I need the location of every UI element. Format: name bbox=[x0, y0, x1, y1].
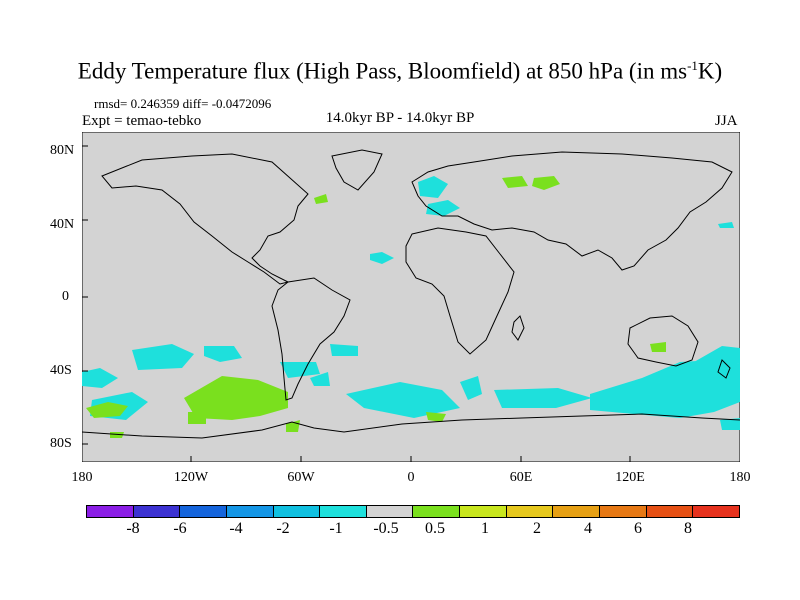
colorbar-label: -6 bbox=[173, 520, 187, 537]
colorbar-swatch bbox=[646, 506, 694, 517]
lon-label-180w: 180 bbox=[71, 470, 93, 485]
colorbar-swatch bbox=[506, 506, 554, 517]
lon-label-60w: 60W bbox=[287, 470, 315, 485]
colorbar-label: -4 bbox=[229, 520, 243, 537]
antarctica-coast bbox=[82, 413, 740, 439]
colorbar-label: 0.5 bbox=[425, 520, 445, 537]
colorbar-swatch bbox=[273, 506, 321, 517]
colorbar-swatch bbox=[413, 506, 461, 517]
colorbar bbox=[86, 505, 740, 518]
lat-label-80s: 80S bbox=[50, 436, 72, 451]
south-america-coast bbox=[271, 277, 351, 401]
colorbar-label: 2 bbox=[533, 520, 541, 537]
world-map bbox=[82, 132, 740, 462]
lat-label-40n: 40N bbox=[50, 217, 75, 232]
lat-label-80n: 80N bbox=[50, 143, 75, 158]
colorbar-swatch bbox=[693, 506, 739, 517]
lat-label-40s: 40S bbox=[50, 363, 72, 378]
plot-title: Eddy Temperature flux (High Pass, Bloomf… bbox=[77, 58, 723, 84]
colorbar-label: 6 bbox=[634, 520, 642, 537]
colorbar-swatch bbox=[180, 506, 227, 517]
lon-label-120e: 120E bbox=[615, 470, 645, 485]
colorbar-swatch bbox=[460, 506, 507, 517]
colorbar-swatch bbox=[320, 506, 367, 517]
positive-anomaly-regions bbox=[86, 176, 666, 438]
negative-anomaly-regions bbox=[82, 176, 740, 430]
colorbar-swatch bbox=[133, 506, 181, 517]
africa-coast bbox=[405, 227, 515, 355]
new-zealand-coast bbox=[717, 359, 731, 379]
axis-ticks bbox=[82, 145, 631, 462]
colorbar-swatch bbox=[553, 506, 601, 517]
colorbar-label: 1 bbox=[481, 520, 489, 537]
experiment-label: Expt = temao-tebko bbox=[82, 113, 202, 129]
colorbar-swatch bbox=[600, 506, 647, 517]
lat-label-0: 0 bbox=[62, 289, 69, 304]
greenland-coast bbox=[331, 149, 383, 191]
europe-asia-coast bbox=[411, 151, 733, 271]
australia-coast bbox=[627, 315, 699, 367]
colorbar-label: -2 bbox=[276, 520, 290, 537]
colorbar-label: -1 bbox=[329, 520, 343, 537]
stats-text: rmsd= 0.246359 diff= -0.0472096 bbox=[94, 96, 272, 111]
colorbar-label: -0.5 bbox=[373, 520, 399, 537]
colorbar-label: -8 bbox=[126, 520, 140, 537]
madagascar-coast bbox=[511, 315, 525, 341]
north-america-coast bbox=[101, 153, 309, 285]
lon-label-180e: 180 bbox=[729, 470, 751, 485]
lon-label-60e: 60E bbox=[509, 470, 533, 485]
colorbar-label: 4 bbox=[584, 520, 592, 537]
season-label: JJA bbox=[715, 113, 738, 129]
lon-label-120w: 120W bbox=[173, 470, 209, 485]
period-label: 14.0kyr BP - 14.0kyr BP bbox=[325, 110, 475, 126]
colorbar-label: 8 bbox=[684, 520, 692, 537]
lon-label-0: 0 bbox=[407, 470, 415, 485]
coastlines bbox=[82, 149, 740, 439]
colorbar-swatch bbox=[87, 506, 134, 517]
colorbar-swatch bbox=[226, 506, 274, 517]
colorbar-swatch bbox=[366, 506, 414, 517]
